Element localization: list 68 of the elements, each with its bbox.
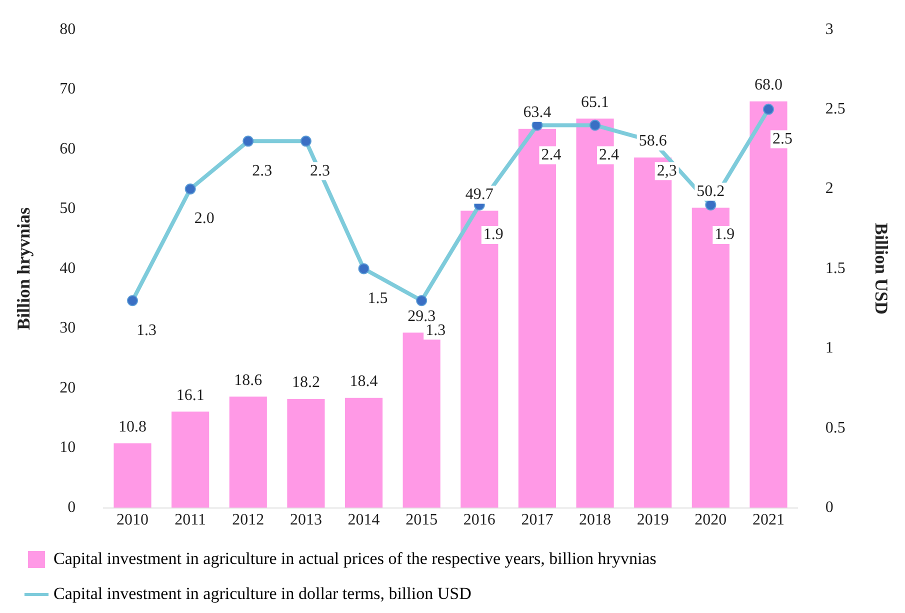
- x-tick-label: 2019: [636, 512, 669, 529]
- data-label: 68.0: [754, 76, 782, 94]
- y2-tick-label: 3: [825, 20, 834, 38]
- y-tick-label: 50: [60, 200, 76, 218]
- data-label: 2.4: [541, 146, 562, 164]
- point: [705, 199, 716, 210]
- data-label: 2.0: [194, 210, 214, 228]
- legend-label: Capital investment in agriculture in actual prices of the respective years, billion hryvnias: [54, 548, 656, 568]
- bar: [114, 443, 152, 508]
- x-tick-label: 2016: [463, 512, 496, 529]
- x-tick-label: 2021: [752, 512, 784, 529]
- x-tick-label: 2010: [116, 512, 149, 529]
- x-tick-label: 2020: [694, 512, 727, 529]
- y2-tick-label: 1: [825, 340, 834, 357]
- bar: [344, 398, 383, 508]
- bar: [229, 396, 267, 508]
- point: [242, 136, 254, 147]
- x-tick-label: 2017: [521, 512, 554, 529]
- y-axis-title: Billion hryvnias: [13, 207, 34, 330]
- y2-tick-label: 0.5: [825, 419, 846, 436]
- x-tick-label: 2012: [232, 512, 264, 529]
- point: [127, 295, 138, 306]
- y2-tick-label: 2.5: [825, 100, 846, 118]
- data-label: 1.5: [368, 290, 388, 307]
- y2-tick-label: 1.5: [825, 260, 846, 277]
- data-label: 50.2: [696, 182, 725, 200]
- bar: [172, 412, 210, 508]
- data-label: 18.2: [292, 374, 320, 392]
- y-tick-label: 70: [60, 80, 76, 98]
- x-tick-label: 2014: [348, 512, 380, 529]
- data-label: 49.7: [465, 186, 494, 203]
- data-label: 2,3: [656, 162, 677, 180]
- point: [590, 120, 601, 131]
- point: [184, 184, 196, 194]
- x-tick-label: 2018: [579, 512, 612, 529]
- data-label: 1.3: [136, 322, 157, 339]
- data-label: 18.4: [350, 373, 378, 390]
- bar: [287, 399, 325, 508]
- legend-label: Capital investment in agriculture in dollar terms, billion USD: [54, 584, 472, 603]
- data-label: 2.3: [310, 162, 330, 180]
- y2-tick-label: 0: [825, 499, 834, 516]
- point: [300, 136, 312, 147]
- x-tick-label: 2011: [174, 512, 206, 529]
- y-tick-label: 80: [60, 20, 76, 38]
- y-tick-label: 10: [60, 439, 76, 456]
- y-tick-label: 40: [60, 260, 76, 277]
- data-label: 1.3: [426, 322, 446, 339]
- data-label: 16.1: [176, 386, 204, 404]
- point: [358, 263, 370, 274]
- data-label: 18.6: [234, 372, 262, 389]
- x-tick-label: 2013: [290, 512, 322, 529]
- data-label: 2.3: [252, 162, 272, 180]
- y-tick-label: 60: [60, 140, 76, 158]
- point: [416, 295, 428, 306]
- data-label: 2.5: [772, 130, 792, 148]
- data-label: 1.9: [483, 226, 504, 244]
- y2-tick-label: 2: [825, 180, 834, 198]
- data-label: 2.4: [599, 146, 620, 164]
- y-tick-label: 20: [60, 379, 76, 396]
- point: [762, 104, 774, 115]
- data-label: 1.9: [714, 226, 735, 244]
- x-tick-label: 2015: [406, 512, 438, 529]
- y-tick-label: 30: [60, 320, 76, 337]
- y2-axis-title: Billion USD: [872, 222, 892, 314]
- data-label: 65.1: [581, 94, 610, 111]
- data-label: 63.4: [523, 104, 552, 122]
- data-label: 10.8: [118, 418, 147, 436]
- y-tick-label: 0: [68, 499, 76, 516]
